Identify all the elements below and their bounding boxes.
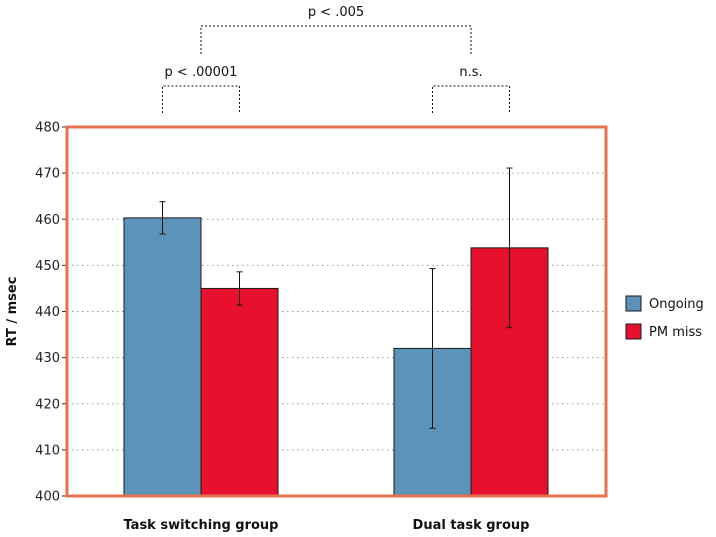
significance-bracket: n.s. xyxy=(432,65,510,113)
y-tick-label: 420 xyxy=(35,397,60,412)
legend-swatch xyxy=(625,295,642,312)
y-tick-label: 410 xyxy=(35,443,60,458)
error-bar xyxy=(159,201,166,235)
legend-label: Ongoing xyxy=(649,297,704,312)
y-tick-label: 460 xyxy=(35,213,60,228)
bars xyxy=(123,217,549,497)
y-tick-label: 400 xyxy=(35,490,60,505)
bar-pm-miss xyxy=(200,287,279,497)
legend: Ongoing PM miss xyxy=(625,295,704,340)
error-bar xyxy=(429,268,436,429)
legend-item: PM miss xyxy=(625,323,702,340)
y-tick-label: 470 xyxy=(35,167,60,182)
significance-label: n.s. xyxy=(459,65,482,80)
category-label: Task switching group xyxy=(123,518,278,533)
legend-label: PM miss xyxy=(649,325,702,340)
legend-swatch xyxy=(625,323,642,340)
y-tick-label: 430 xyxy=(35,351,60,366)
y-tick-label: 450 xyxy=(35,259,60,274)
plot-frame xyxy=(65,125,608,498)
error-bar xyxy=(236,271,243,306)
significance-bracket: p < .00001 xyxy=(162,65,240,113)
significance-label: p < .005 xyxy=(308,5,364,20)
significance-annotations: p < .00001 n.s. p < .005 xyxy=(162,5,510,113)
error-bar xyxy=(506,167,513,329)
bar-ongoing xyxy=(123,217,202,497)
category-label: Dual task group xyxy=(413,518,530,533)
category-labels: Task switching group Dual task group xyxy=(123,518,529,533)
y-tick-label: 480 xyxy=(35,121,60,136)
legend-item: Ongoing xyxy=(625,295,704,312)
error-bars xyxy=(159,167,513,429)
significance-label: p < .00001 xyxy=(165,65,238,80)
y-tick-label: 440 xyxy=(35,305,60,320)
significance-bracket: p < .005 xyxy=(200,5,472,54)
y-axis-title: RT / msec xyxy=(5,277,20,347)
